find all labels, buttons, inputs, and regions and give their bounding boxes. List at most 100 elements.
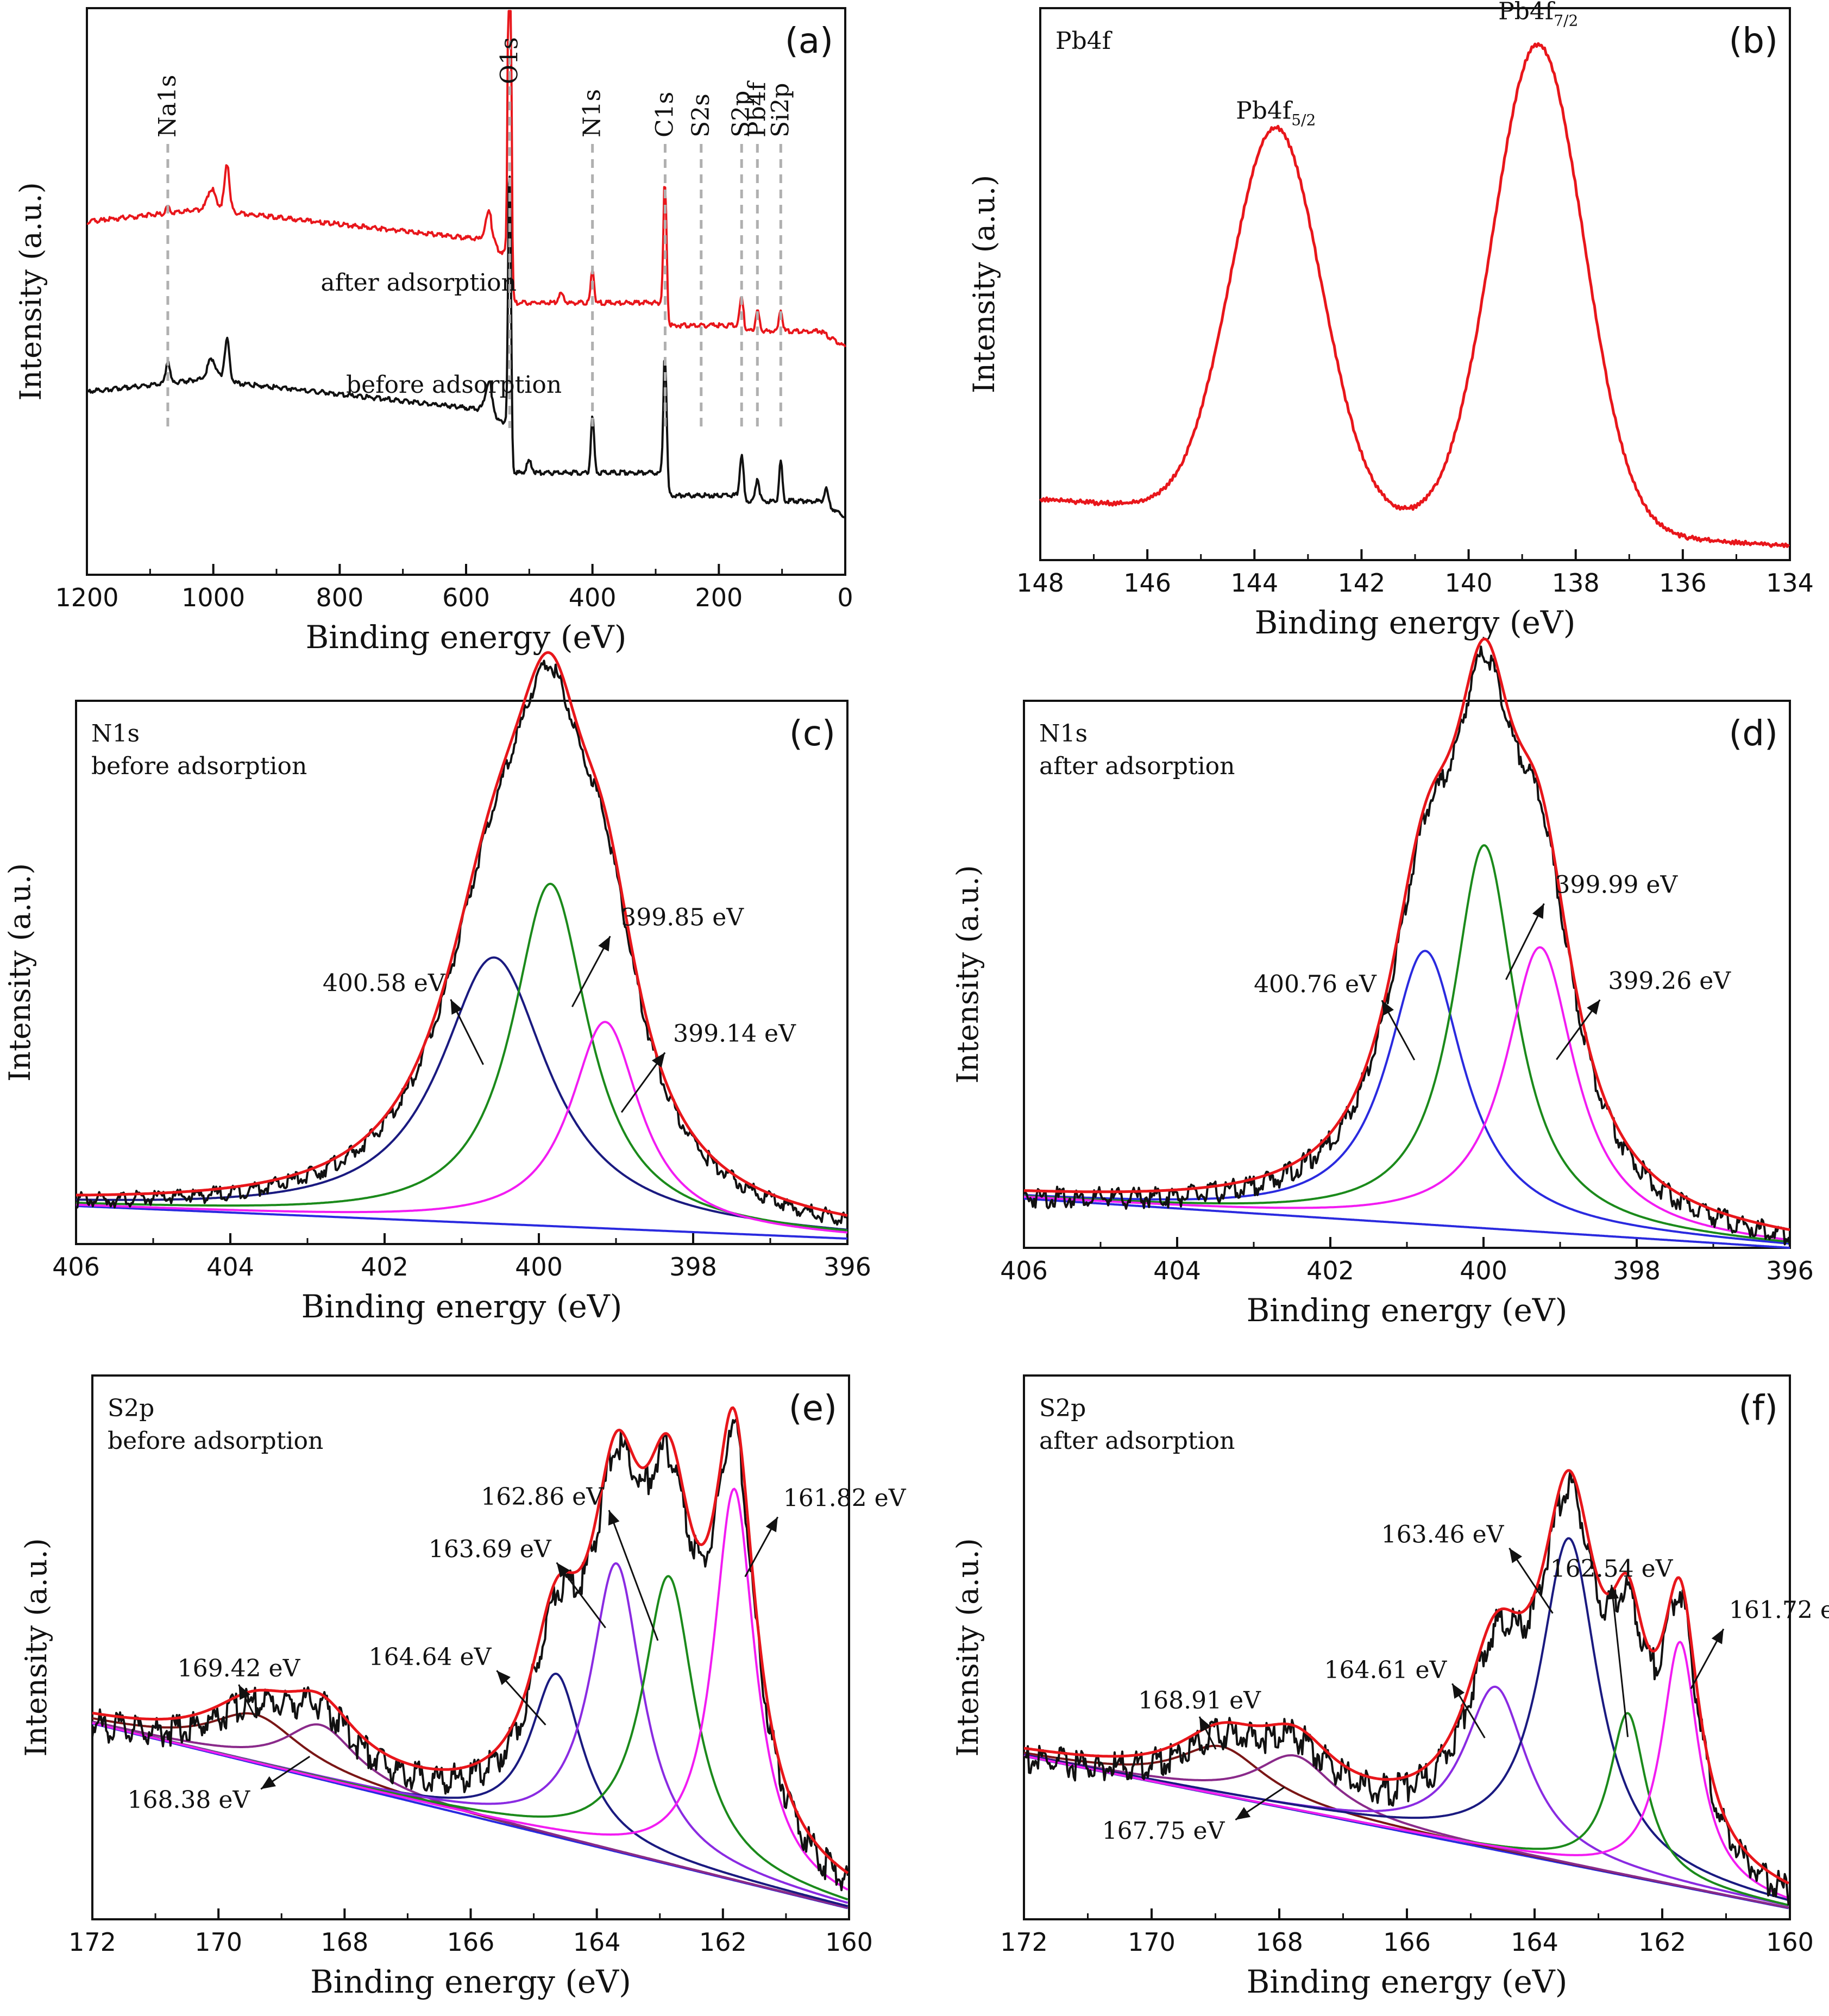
condition-label-f: after adsorption (1039, 1427, 1235, 1455)
component-c-399.85 (76, 882, 848, 1232)
fit-baseline-c (76, 1205, 848, 1240)
panel-a: 1200 1000 800 600 400 200 0 Binding energy (eV)… (14, 7, 853, 656)
annotation-arrowhead-d (1381, 1000, 1394, 1016)
component-label-c: 400.58 eV (323, 970, 446, 997)
y-axis-label-c: Intensity (a.u.) (3, 863, 37, 1082)
x-tick-label-c: 406 (52, 1252, 100, 1282)
annotation-arrow-d (1505, 903, 1545, 980)
annotation-arrowhead-f (1607, 1585, 1619, 1600)
x-tick-label-c: 402 (361, 1252, 408, 1282)
component-d-399.26 (1023, 946, 1790, 1241)
x-tick-label-d: 400 (1460, 1256, 1507, 1285)
x-tick-label-b: 146 (1123, 568, 1171, 598)
x-tick-label-d: 404 (1153, 1256, 1201, 1285)
x-tick-label-c: 398 (669, 1252, 717, 1282)
panel-label-b: (b) (1729, 21, 1778, 61)
pb4f-peak-label: Pb4f5/2 (1236, 97, 1316, 129)
annotation-arrowhead-e (556, 1562, 570, 1578)
x-tick-label-a: 800 (316, 583, 363, 612)
x-tick-label-f: 172 (1000, 1927, 1048, 1957)
panel-label-d: (d) (1729, 714, 1778, 754)
component-label-c: 399.85 eV (621, 903, 744, 931)
component-label-d: 399.26 eV (1608, 967, 1731, 995)
annotation-arrowhead-f (1452, 1684, 1465, 1699)
annotation-arrowhead-c (598, 936, 611, 952)
panel-d: 406 404 402 400 398 396 Binding energy (eV) Int… (951, 637, 1814, 1329)
peak-label-n1s: N1s (579, 89, 606, 137)
peak-label-c1s: C1s (651, 92, 678, 137)
peak-label-s2p: S2p (727, 91, 755, 137)
fit-envelope-curve-e (92, 1406, 849, 1874)
raw-data-curve-f (1023, 1469, 1790, 1906)
component-label-c: 399.14 eV (673, 1020, 796, 1048)
corner-label-f: S2p (1039, 1395, 1086, 1422)
panel-label-f: (f) (1739, 1389, 1778, 1429)
component-label-e: 162.86 eV (481, 1483, 604, 1511)
x-tick-label-e: 166 (447, 1927, 495, 1957)
component-label-e: 164.64 eV (369, 1643, 492, 1671)
before-adsorption-label: before adsorption (346, 371, 562, 399)
peak-label-s2s: S2s (687, 93, 715, 137)
x-tick-label-e: 164 (573, 1927, 621, 1957)
corner-label-d: N1s (1039, 720, 1088, 748)
x-tick-label-f: 160 (1766, 1927, 1814, 1957)
annotation-arrowhead-f (1711, 1629, 1724, 1644)
component-f-161.72 (1023, 1641, 1789, 1900)
x-tick-label-c: 400 (515, 1252, 563, 1282)
x-tick-label-e: 162 (699, 1927, 747, 1957)
x-axis-label-d: Binding energy (eV) (1247, 1292, 1568, 1329)
x-tick-label-f: 164 (1511, 1927, 1558, 1957)
component-f-167.75 (1023, 1753, 1789, 1909)
peak-label-o1s: O1s (495, 37, 523, 84)
component-f-163.46 (1023, 1537, 1789, 1901)
component-label-e: 169.42 eV (178, 1655, 301, 1682)
x-tick-label-a: 200 (695, 583, 743, 612)
x-tick-label-e: 168 (320, 1927, 368, 1957)
component-label-f: 167.75 eV (1102, 1817, 1225, 1845)
component-label-e: 163.69 eV (429, 1535, 552, 1563)
peak-label-na1s: Na1s (154, 75, 181, 137)
x-tick-label-d: 396 (1766, 1256, 1814, 1285)
x-tick-label-b: 140 (1445, 568, 1493, 598)
annotation-arrowhead-d (1587, 1000, 1600, 1015)
component-label-f: 163.46 eV (1381, 1521, 1505, 1549)
x-tick-label-e: 160 (825, 1927, 873, 1957)
x-tick-label-d: 406 (1000, 1256, 1048, 1285)
component-d-399.99 (1023, 844, 1790, 1243)
pb4f-spectrum-curve (1039, 42, 1790, 548)
annotation-arrowhead-f (1235, 1807, 1251, 1820)
annotation-arrowhead-e (261, 1776, 276, 1789)
x-tick-label-c: 396 (824, 1252, 871, 1282)
pb4f-peak-label-main: Pb4f (1236, 97, 1293, 125)
x-tick-label-b: 134 (1766, 568, 1814, 598)
x-tick-label-b: 148 (1016, 568, 1064, 598)
x-tick-label-d: 398 (1613, 1256, 1661, 1285)
x-tick-label-e: 172 (68, 1927, 116, 1957)
fit-baseline-d (1023, 1197, 1790, 1249)
annotation-arrowhead-e (765, 1517, 778, 1533)
x-tick-label-b: 144 (1230, 568, 1278, 598)
annotation-arrowhead-c (651, 1052, 665, 1068)
y-axis-label-d: Intensity (a.u.) (951, 865, 985, 1083)
component-label-e: 168.38 eV (127, 1786, 250, 1814)
component-e-161.82 (92, 1487, 848, 1891)
panel-label-c: (c) (789, 714, 835, 754)
y-axis-label-b: Intensity (a.u.) (967, 175, 1001, 393)
condition-label-c: before adsorption (91, 752, 307, 780)
component-label-d: 399.99 eV (1555, 871, 1678, 899)
x-tick-label-f: 168 (1255, 1927, 1303, 1957)
panel-e: 172 170 168 166 164 162 160 Binding energy (eV)… (19, 1374, 907, 2000)
peak-label-si2p: Si2p (766, 83, 794, 137)
x-tick-label-b: 136 (1659, 568, 1707, 598)
corner-label-e: S2p (108, 1395, 154, 1422)
y-axis-label-e: Intensity (a.u.) (19, 1538, 53, 1756)
x-tick-label-a: 400 (569, 583, 617, 612)
condition-label-d: after adsorption (1039, 752, 1235, 780)
component-c-399.14 (76, 1021, 848, 1234)
x-axis-label-e: Binding energy (eV) (310, 1963, 631, 2000)
annotation-arrowhead-e (608, 1510, 620, 1526)
pb4f-peak-label-sub: 7/2 (1554, 12, 1578, 30)
annotation-arrowhead-f (1509, 1548, 1523, 1563)
x-tick-label-c: 404 (206, 1252, 254, 1282)
